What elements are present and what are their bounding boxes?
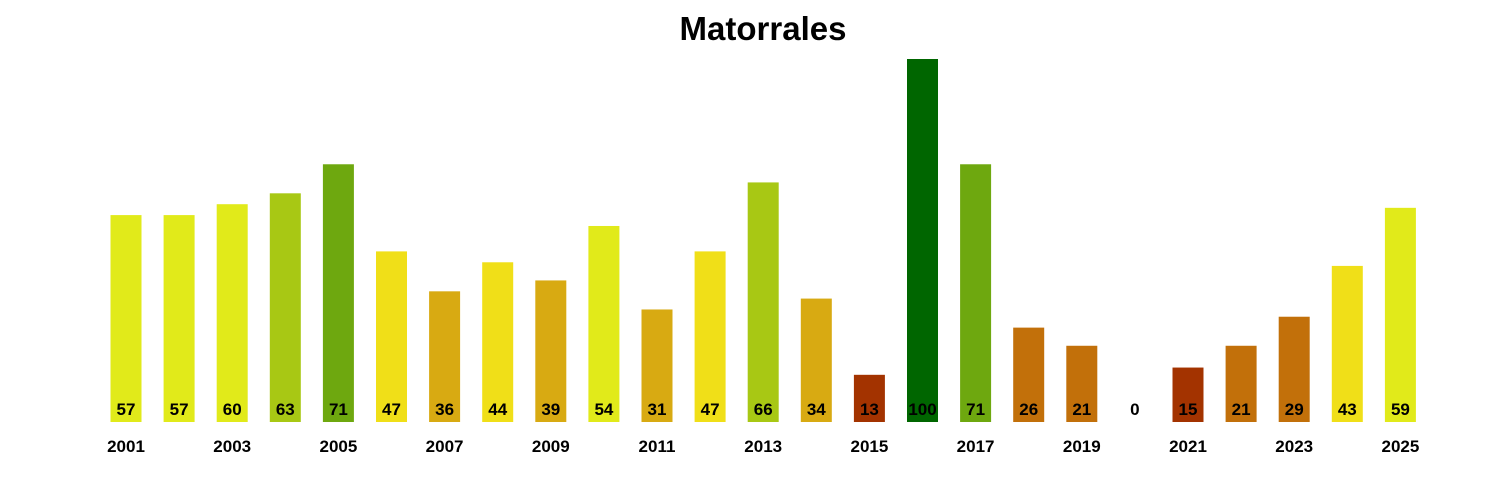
value-label-2001: 57 [117,400,136,419]
bar-2010 [588,225,620,422]
value-label-2019: 21 [1072,400,1091,419]
value-label-2010: 54 [594,400,613,419]
x-tick-label-2011: 2011 [639,437,676,456]
x-tick-label-2005: 2005 [319,437,357,456]
value-label-2007: 36 [435,400,454,419]
value-label-2020: 0 [1130,400,1139,419]
value-label-2018: 26 [1019,400,1038,419]
value-label-2003: 60 [223,400,242,419]
bar-2015 [853,374,885,422]
value-label-2013: 66 [754,400,773,419]
bar-2024 [1331,265,1363,422]
bar-2008 [482,262,514,422]
bar-2004 [269,193,301,422]
bar-2007 [429,291,461,422]
x-tick-label-2019: 2019 [1063,437,1101,456]
bar-2009 [535,280,567,422]
x-tick-label-2013: 2013 [744,437,782,456]
x-tick-label-2003: 2003 [213,437,251,456]
x-tick-label-2025: 2025 [1381,437,1419,456]
value-label-2017: 71 [966,400,985,419]
x-tick-label-2017: 2017 [957,437,995,456]
value-label-2006: 47 [382,400,401,419]
bar-2016 [907,59,938,422]
bar-2012 [694,251,726,422]
bar-2017 [960,164,992,422]
chart-title: Matorrales [679,10,847,47]
bar-2002 [163,215,195,422]
x-tick-label-2023: 2023 [1275,437,1313,456]
bar-2021 [1172,367,1204,422]
value-label-2005: 71 [329,400,348,419]
value-label-2004: 63 [276,400,295,419]
bar-2014 [800,298,832,422]
value-label-2008: 44 [488,400,507,419]
value-label-2015: 13 [860,400,879,419]
value-label-2023: 29 [1285,400,1304,419]
x-tick-label-2007: 2007 [426,437,464,456]
bar-2025 [1384,207,1416,422]
bar-2001 [110,215,142,422]
x-tick-label-2001: 2001 [107,437,145,456]
x-tick-label-2009: 2009 [532,437,570,456]
bar-2006 [376,251,407,422]
value-label-2011: 31 [648,400,667,419]
value-label-2012: 47 [701,400,720,419]
bar-2011 [641,309,673,422]
x-tick-label-2015: 2015 [850,437,888,456]
bar-2018 [1013,327,1045,422]
value-label-2021: 15 [1179,400,1198,419]
value-label-2016: 100 [908,400,936,419]
value-label-2025: 59 [1391,400,1410,419]
bar-2003 [216,204,248,422]
value-label-2009: 39 [541,400,560,419]
value-label-2002: 57 [170,400,189,419]
bar-2022 [1225,345,1257,422]
value-label-2022: 21 [1232,400,1251,419]
bar-2019 [1066,345,1098,422]
bar-2005 [322,164,354,422]
value-label-2024: 43 [1338,400,1357,419]
bar-2023 [1278,316,1310,422]
value-label-2014: 34 [807,400,826,419]
bar-2013 [747,182,779,422]
x-tick-label-2021: 2021 [1169,437,1207,456]
